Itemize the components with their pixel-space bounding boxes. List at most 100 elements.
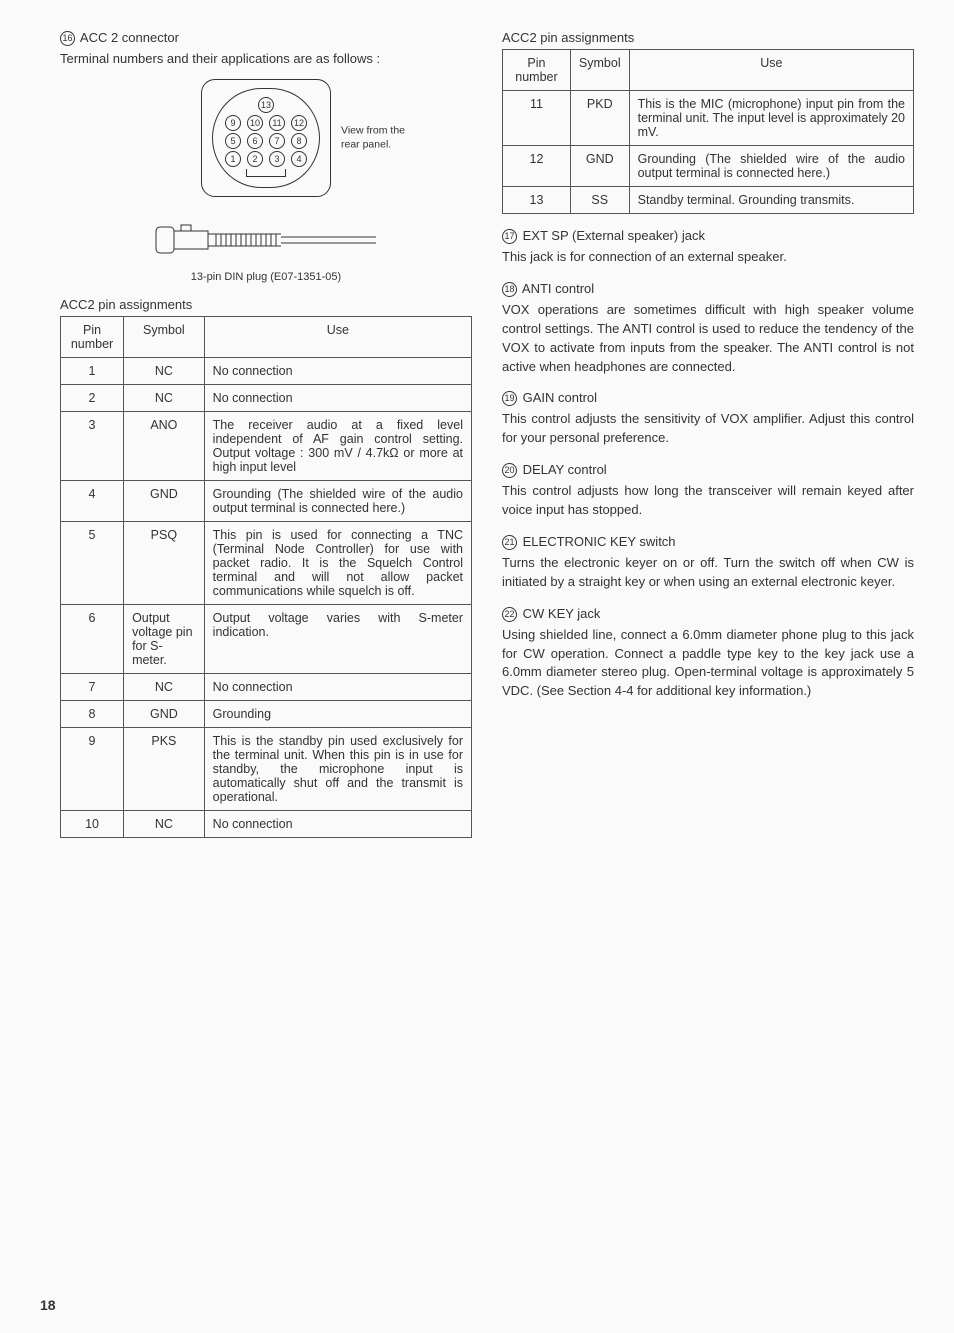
left-pin-table: Pin number Symbol Use 1NCNo connection2N… [60, 316, 472, 838]
din-pin-9: 9 [225, 115, 241, 131]
table-row: 11PKDThis is the MIC (microphone) input … [503, 91, 914, 146]
cell-use: Output voltage varies with S-meter indic… [204, 604, 471, 673]
table-row: 1NCNo connection [61, 357, 472, 384]
left-column: 16 ACC 2 connector Terminal numbers and … [60, 30, 472, 838]
cell-symbol: NC [124, 810, 205, 837]
section-17: 17 EXT SP (External speaker) jack This ja… [502, 228, 914, 267]
section-body: VOX operations are sometimes difficult w… [502, 301, 914, 376]
th-use: Use [204, 316, 471, 357]
cell-symbol: Output voltage pin for S-meter. [124, 604, 205, 673]
cell-symbol: NC [124, 384, 205, 411]
section-body: Turns the electronic keyer on or off. Tu… [502, 554, 914, 592]
cell-pin: 10 [61, 810, 124, 837]
acc2-intro: Terminal numbers and their applications … [60, 50, 472, 69]
circled-number-16: 16 [60, 31, 75, 46]
acc2-title: ACC 2 connector [80, 30, 179, 45]
section-title: DELAY control [523, 462, 607, 477]
section-title: CW KEY jack [523, 606, 601, 621]
din-pin-3: 3 [269, 151, 285, 167]
table-row: 5PSQThis pin is used for connecting a TN… [61, 521, 472, 604]
table-row: 3ANOThe receiver audio at a fixed level … [61, 411, 472, 480]
table-row: 12GNDGrounding (The shielded wire of the… [503, 146, 914, 187]
section-heading: 17 EXT SP (External speaker) jack [502, 228, 914, 244]
cell-pin: 13 [503, 187, 571, 214]
circled-number-18: 18 [502, 282, 517, 297]
circled-number-19: 19 [502, 391, 517, 406]
cell-use: No connection [204, 810, 471, 837]
cell-use: This is the standby pin used exclusively… [204, 727, 471, 810]
cell-symbol: GND [570, 146, 629, 187]
cell-pin: 2 [61, 384, 124, 411]
section-heading: 22 CW KEY jack [502, 606, 914, 622]
cell-pin: 9 [61, 727, 124, 810]
table-row: 8GNDGrounding [61, 700, 472, 727]
section-title: ANTI control [522, 281, 594, 296]
cell-symbol: PSQ [124, 521, 205, 604]
right-table-title: ACC2 pin assignments [502, 30, 914, 45]
din-pin-4: 4 [291, 151, 307, 167]
table-row: 2NCNo connection [61, 384, 472, 411]
section-body: Using shielded line, connect a 6.0mm dia… [502, 626, 914, 701]
cell-pin: 6 [61, 604, 124, 673]
cell-use: Grounding (The shielded wire of the audi… [204, 480, 471, 521]
cell-use: Grounding [204, 700, 471, 727]
plug-diagram [151, 215, 381, 265]
cell-pin: 1 [61, 357, 124, 384]
table-row: 9PKSThis is the standby pin used exclusi… [61, 727, 472, 810]
din-pin-2: 2 [247, 151, 263, 167]
th-pin-r: Pin number [503, 50, 571, 91]
table-row: 4GNDGrounding (The shielded wire of the … [61, 480, 472, 521]
acc2-heading: 16 ACC 2 connector [60, 30, 472, 46]
cell-use: Standby terminal. Grounding transmits. [629, 187, 913, 214]
cell-symbol: ANO [124, 411, 205, 480]
cell-symbol: PKD [570, 91, 629, 146]
section-body: This jack is for connection of an extern… [502, 248, 914, 267]
cell-use: This is the MIC (microphone) input pin f… [629, 91, 913, 146]
din-pin-13: 13 [258, 97, 274, 113]
cell-symbol: SS [570, 187, 629, 214]
cell-pin: 12 [503, 146, 571, 187]
section-heading: 20 DELAY control [502, 462, 914, 478]
section-title: GAIN control [523, 390, 597, 405]
din-pin-8: 8 [291, 133, 307, 149]
cell-symbol: GND [124, 700, 205, 727]
section-title: EXT SP (External speaker) jack [523, 228, 705, 243]
section-body: This control adjusts how long the transc… [502, 482, 914, 520]
section-18: 18 ANTI control VOX operations are someti… [502, 281, 914, 376]
cell-pin: 7 [61, 673, 124, 700]
din-pin-11: 11 [269, 115, 285, 131]
din-pin-12: 12 [291, 115, 307, 131]
th-pin: Pin number [61, 316, 124, 357]
din-diagram: 13 9101112 5678 1234 View from the rear … [60, 79, 472, 283]
section-body: This control adjusts the sensitivity of … [502, 410, 914, 448]
th-sym-r: Symbol [570, 50, 629, 91]
din-pin-7: 7 [269, 133, 285, 149]
din-view-note: View from the rear panel. [341, 124, 441, 151]
table-row: 7NCNo connection [61, 673, 472, 700]
cell-pin: 11 [503, 91, 571, 146]
din-pin-6: 6 [247, 133, 263, 149]
din-pin-5: 5 [225, 133, 241, 149]
cell-pin: 5 [61, 521, 124, 604]
section-title: ELECTRONIC KEY switch [523, 534, 676, 549]
cell-use: Grounding (The shielded wire of the audi… [629, 146, 913, 187]
cell-pin: 3 [61, 411, 124, 480]
section-20: 20 DELAY control This control adjusts how… [502, 462, 914, 520]
cell-symbol: NC [124, 357, 205, 384]
circled-number-21: 21 [502, 535, 517, 550]
left-table-title: ACC2 pin assignments [60, 297, 472, 312]
cell-pin: 4 [61, 480, 124, 521]
cell-use: No connection [204, 673, 471, 700]
cell-symbol: PKS [124, 727, 205, 810]
th-use-r: Use [629, 50, 913, 91]
cell-use: The receiver audio at a fixed level inde… [204, 411, 471, 480]
circled-number-17: 17 [502, 229, 517, 244]
section-21: 21 ELECTRONIC KEY switch Turns the electr… [502, 534, 914, 592]
din-caption: 13-pin DIN plug (E07-1351-05) [191, 271, 341, 283]
section-heading: 18 ANTI control [502, 281, 914, 297]
circled-number-22: 22 [502, 607, 517, 622]
circled-number-20: 20 [502, 463, 517, 478]
cell-use: This pin is used for connecting a TNC (T… [204, 521, 471, 604]
section-19: 19 GAIN control This control adjusts the … [502, 390, 914, 448]
page-number: 18 [40, 1297, 56, 1313]
